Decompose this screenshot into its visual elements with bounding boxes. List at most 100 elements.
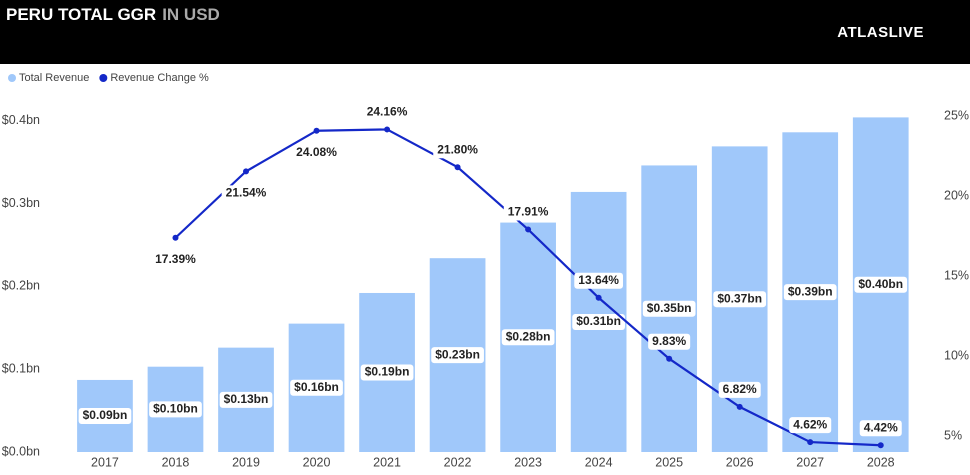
line-point (525, 226, 532, 233)
x-tick-label: 2027 (796, 455, 824, 469)
bar-value-label-bg (642, 300, 696, 317)
line-value-label-bg (789, 417, 832, 434)
line-point (807, 439, 814, 446)
title-suffix: IN USD (162, 5, 220, 24)
line-value-label-group: 13.64% (574, 272, 623, 289)
y2-tick-label: 25% (944, 108, 969, 122)
x-tick-label: 2021 (373, 455, 401, 469)
bar-value-label: $0.28bn (506, 329, 551, 343)
bar-value-label-group: $0.10bn (149, 401, 202, 418)
line-value-label-bg (151, 251, 200, 268)
bar-value-label-bg (219, 391, 273, 408)
line-value-label: 24.16% (367, 105, 408, 119)
bar-value-label-bg (572, 313, 625, 330)
chart-title: PERU TOTAL GGR IN USD (6, 5, 220, 24)
y-tick-label: $0.0bn (2, 444, 40, 458)
y2-tick-label: 5% (944, 428, 962, 442)
x-tick-label: 2020 (303, 455, 331, 469)
line-value-label-group: 4.42% (859, 420, 902, 437)
line-value-label-bg (859, 420, 902, 437)
y2-tick-label: 20% (944, 188, 969, 202)
bar-value-label: $0.37bn (717, 291, 762, 305)
bar-value-label-group: $0.16bn (290, 379, 343, 396)
y-tick-label: $0.3bn (2, 196, 40, 210)
bar-value-label: $0.09bn (83, 408, 128, 422)
y-tick-label: $0.1bn (2, 361, 40, 375)
line-value-label-bg (221, 185, 271, 202)
line-value-label-group: 6.82% (718, 381, 761, 398)
bar-value-label: $0.19bn (365, 365, 410, 379)
x-tick-label: 2022 (444, 455, 472, 469)
x-tick-label: 2026 (726, 455, 754, 469)
line-value-label: 9.83% (652, 334, 686, 348)
bar-value-label-group: $0.13bn (219, 391, 273, 408)
line-value-label: 17.91% (508, 205, 549, 219)
bar-value-label: $0.35bn (647, 301, 692, 315)
bar-value-label-group: $0.35bn (642, 300, 696, 317)
bar-value-label-group: $0.37bn (713, 291, 767, 308)
line-value-label: 17.39% (155, 252, 196, 266)
line-value-label-group: 17.91% (503, 204, 553, 221)
x-tick-label: 2028 (867, 455, 895, 469)
header-bar (0, 0, 970, 64)
y-tick-label: $0.4bn (2, 113, 40, 127)
line-point (454, 164, 461, 171)
bar-value-label: $0.13bn (224, 392, 269, 406)
bar-value-label-group: $0.28bn (501, 329, 555, 346)
x-tick-label: 2019 (232, 455, 260, 469)
line-point (736, 403, 743, 410)
line-value-label: 6.82% (723, 382, 757, 396)
legend-label: Total Revenue (19, 72, 89, 84)
line-value-label: 21.54% (226, 186, 267, 200)
line-point (666, 355, 673, 362)
bar-value-label-bg (149, 401, 202, 418)
y-tick-label: $0.2bn (2, 279, 40, 293)
line-point (384, 126, 391, 133)
line-point (877, 442, 884, 449)
bar-value-label: $0.39bn (788, 284, 833, 298)
bar-value-label: $0.16bn (294, 380, 339, 394)
x-tick-label: 2024 (585, 455, 613, 469)
bar-value-label-bg (78, 407, 132, 424)
legend: Total Revenue Revenue Change % (8, 72, 209, 84)
line-value-label-bg (503, 204, 553, 221)
line-value-label-bg (433, 142, 482, 159)
x-tick-label: 2018 (162, 455, 190, 469)
logo: ATLASLIVE (837, 24, 924, 41)
line-value-label-bg (648, 333, 691, 350)
line-value-label: 24.08% (296, 145, 337, 159)
title-main: PERU TOTAL GGR (6, 5, 156, 24)
x-tick-label: 2025 (655, 455, 683, 469)
line-value-label-group: 21.54% (221, 185, 271, 202)
line-value-label-group: 24.16% (362, 104, 412, 121)
bar-value-label-group: $0.19bn (360, 364, 414, 381)
bar-value-label-bg (783, 284, 837, 301)
line-value-label-bg (718, 381, 761, 398)
x-tick-label: 2023 (514, 455, 542, 469)
y2-tick-label: 15% (944, 268, 969, 282)
bar-value-label-bg (713, 291, 767, 308)
bar-value-label: $0.10bn (153, 402, 198, 416)
line-point (313, 127, 320, 134)
line-value-label-group: 9.83% (648, 333, 691, 350)
line-value-label-group: 24.08% (292, 144, 341, 161)
line-value-label-group: 21.80% (433, 142, 482, 159)
line-point (172, 234, 179, 241)
bar-value-label-group: $0.39bn (783, 284, 837, 301)
bar-value-label-group: $0.09bn (78, 407, 132, 424)
line-value-label-group: 17.39% (151, 251, 200, 268)
line-value-label: 13.64% (578, 273, 619, 287)
line-point (595, 294, 602, 301)
legend-swatch (8, 74, 16, 82)
bar-value-label-bg (854, 276, 908, 293)
x-tick-label: 2017 (91, 455, 119, 469)
bar-value-label-group: $0.40bn (854, 276, 908, 293)
bar-value-label-bg (501, 329, 555, 346)
bar-value-label-bg (431, 347, 484, 364)
line-value-label-group: 4.62% (789, 417, 832, 434)
bar-value-label-group: $0.23bn (431, 347, 484, 364)
line-value-label-bg (362, 104, 412, 121)
line-value-label: 21.80% (437, 142, 478, 156)
line-value-label: 4.42% (864, 420, 898, 434)
